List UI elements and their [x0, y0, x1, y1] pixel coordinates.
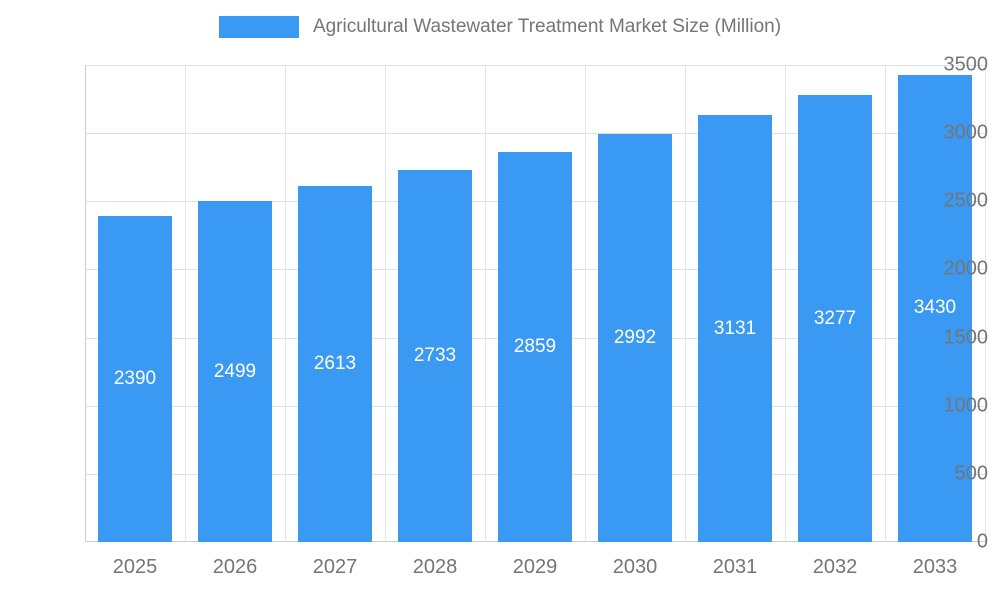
- gridline-vertical: [985, 65, 986, 542]
- bar-value-label: 2992: [613, 327, 657, 349]
- bar-2027[interactable]: 2613: [298, 185, 372, 542]
- bar-2028[interactable]: 2733: [398, 169, 472, 542]
- bar-2026[interactable]: 2499: [198, 201, 272, 542]
- y-tick-label: 3000: [943, 121, 989, 144]
- y-tick-label: 3500: [943, 53, 989, 76]
- bar-2025[interactable]: 2390: [98, 216, 172, 542]
- bar-2031[interactable]: 3131: [698, 115, 772, 542]
- x-tick-label: 2026: [212, 556, 258, 578]
- x-tick-label: 2027: [312, 556, 358, 578]
- x-tick-label: 2025: [112, 556, 158, 578]
- gridline-vertical: [685, 65, 686, 542]
- y-tick-label: 500: [954, 462, 988, 485]
- bar-value-label: 2613: [313, 352, 357, 374]
- x-tick-label: 2033: [912, 556, 958, 578]
- gridline-horizontal: [85, 65, 985, 66]
- gridline-vertical: [385, 65, 386, 542]
- bar-2032[interactable]: 3277: [798, 95, 872, 542]
- bar-value-label: 3430: [913, 297, 957, 319]
- gridline-vertical: [785, 65, 786, 542]
- x-tick-label: 2031: [712, 556, 758, 578]
- plot-area: 2390 2499 2613 2733 2859 2992 3131 3277 3430: [85, 65, 986, 542]
- x-tick-label: 2032: [812, 556, 858, 578]
- x-tick-label: 2029: [512, 556, 558, 578]
- gridline-vertical: [285, 65, 286, 542]
- bar-value-label: 3131: [713, 317, 757, 339]
- bar-value-label: 2733: [413, 344, 457, 366]
- bar-2029[interactable]: 2859: [498, 152, 572, 542]
- y-tick-label: 1500: [943, 326, 989, 349]
- bar-value-label: 2390: [113, 368, 157, 390]
- y-tick-label: 0: [976, 530, 988, 553]
- bar-value-label: 2499: [213, 360, 257, 382]
- gridline-vertical: [585, 65, 586, 542]
- bar-value-label: 3277: [813, 307, 857, 329]
- chart-legend[interactable]: Agricultural Wastewater Treatment Market…: [0, 16, 1000, 38]
- y-tick-label: 2000: [943, 257, 989, 280]
- y-axis-line: [85, 65, 86, 542]
- gridline-horizontal: [85, 133, 985, 135]
- gridline-vertical: [185, 65, 186, 542]
- bar-2030[interactable]: 2992: [598, 134, 672, 542]
- x-tick-label: 2028: [412, 556, 458, 578]
- chart-title: Agricultural Wastewater Treatment Market…: [312, 16, 782, 37]
- gridline-vertical: [485, 65, 486, 542]
- y-tick-label: 1000: [943, 394, 989, 417]
- bar-2033[interactable]: 3430: [898, 74, 972, 542]
- legend-swatch[interactable]: [218, 16, 299, 38]
- gridline-vertical: [885, 65, 886, 542]
- bar-value-label: 2859: [513, 336, 557, 358]
- y-tick-label: 2500: [943, 189, 989, 212]
- x-tick-label: 2030: [612, 556, 658, 578]
